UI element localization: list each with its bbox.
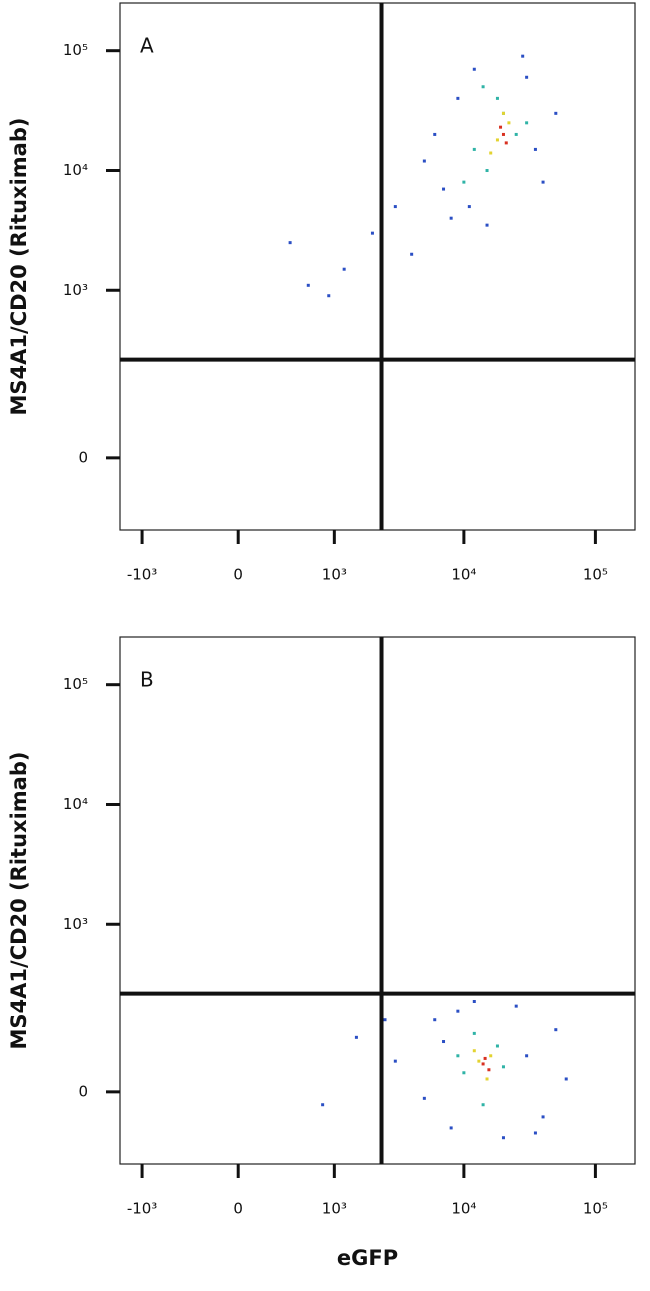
point: [410, 252, 414, 256]
point: [501, 1136, 505, 1140]
point: [288, 241, 292, 245]
point: [521, 54, 525, 58]
point: [393, 205, 397, 209]
x-tick-label: 0: [233, 566, 243, 584]
panel: -10³ 0 10³ 10⁴ 10⁵ 0 10³ 10⁴ 10⁵ B MS4A1/CD20 (Rit…: [7, 636, 636, 1270]
point: [504, 141, 508, 145]
point: [499, 125, 503, 129]
point: [564, 1077, 568, 1081]
point: [472, 999, 476, 1003]
y-tick-label: 10³: [63, 915, 88, 933]
x-tick-label: 10⁵: [583, 1200, 608, 1218]
point: [433, 132, 437, 136]
y-tick-label: 10³: [63, 281, 88, 299]
x-axis-title: eGFP: [337, 1246, 398, 1270]
point: [477, 1059, 481, 1063]
point: [525, 121, 529, 125]
y-axis-title: MS4A1/CD20 (Rituximab): [7, 118, 31, 416]
point: [306, 283, 310, 287]
point: [525, 1054, 529, 1058]
point: [495, 96, 499, 100]
point: [483, 1056, 487, 1060]
point: [321, 1103, 325, 1107]
point: [449, 1126, 453, 1130]
point: [327, 294, 331, 298]
point: [456, 1009, 460, 1013]
point: [495, 138, 499, 142]
x-tick-label: 10³: [322, 566, 347, 584]
y-tick-label: 0: [78, 1082, 88, 1100]
y-tick-label: 10⁴: [63, 161, 88, 179]
panel-label: A: [140, 34, 154, 58]
x-tick-label: 0: [233, 1200, 243, 1218]
point: [533, 147, 537, 151]
point: [481, 1062, 485, 1066]
point: [481, 85, 485, 89]
point: [541, 180, 545, 184]
point: [422, 1096, 426, 1100]
point: [472, 1049, 476, 1053]
plot-frame: [119, 2, 636, 531]
y-tick-label: 10⁵: [63, 41, 88, 59]
point: [467, 205, 471, 209]
point: [472, 67, 476, 71]
point: [489, 1054, 493, 1058]
point: [472, 1031, 476, 1035]
point: [342, 267, 346, 271]
point: [495, 1044, 499, 1048]
point: [449, 216, 453, 220]
point: [462, 1071, 466, 1075]
panel-label: B: [140, 668, 154, 692]
plot-frame: [119, 636, 636, 1165]
point: [481, 1103, 485, 1107]
point: [533, 1131, 537, 1135]
point: [489, 151, 493, 155]
point: [525, 75, 529, 79]
point: [514, 1004, 518, 1008]
y-tick-label: 10⁴: [63, 795, 88, 813]
point: [456, 1054, 460, 1058]
y-tick-label: 10⁵: [63, 675, 88, 693]
point: [354, 1035, 358, 1039]
point: [442, 1040, 446, 1044]
point: [442, 187, 446, 191]
point: [383, 1018, 387, 1022]
x-tick-label: 10⁴: [451, 566, 476, 584]
point: [433, 1018, 437, 1022]
point: [501, 132, 505, 136]
point: [485, 1077, 489, 1081]
point: [507, 121, 511, 125]
point: [370, 231, 374, 235]
point: [514, 132, 518, 136]
point: [487, 1068, 491, 1072]
point: [554, 111, 558, 115]
point: [541, 1115, 545, 1119]
y-tick-label: 0: [78, 448, 88, 466]
point: [485, 169, 489, 173]
y-axis-title: MS4A1/CD20 (Rituximab): [7, 752, 31, 1050]
panel: -10³ 0 10³ 10⁴ 10⁵ 0 10³ 10⁴ 10⁵ A MS4A1/CD20 (Rit…: [7, 2, 636, 584]
x-tick-label: 10⁴: [451, 1200, 476, 1218]
point: [501, 1065, 505, 1069]
point: [422, 159, 426, 163]
point: [456, 96, 460, 100]
x-tick-label: -10³: [127, 566, 158, 584]
x-tick-label: 10⁵: [583, 566, 608, 584]
point: [472, 147, 476, 151]
x-tick-label: 10³: [322, 1200, 347, 1218]
point: [462, 180, 466, 184]
point: [393, 1059, 397, 1063]
x-tick-label: -10³: [127, 1200, 158, 1218]
point: [485, 223, 489, 227]
point: [554, 1028, 558, 1032]
point: [501, 111, 505, 115]
